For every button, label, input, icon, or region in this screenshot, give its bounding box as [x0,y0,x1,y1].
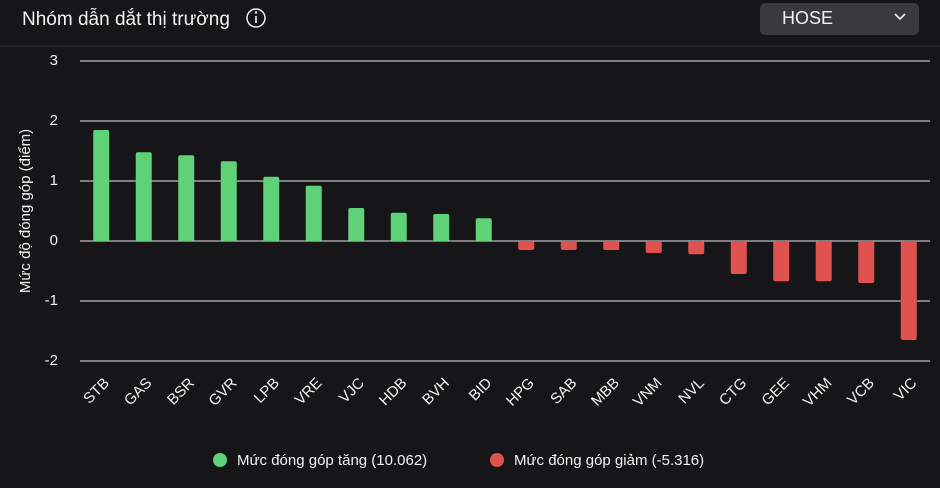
bar [645,241,662,253]
y-tick-label: 2 [50,112,58,129]
bar [93,130,110,241]
bar [263,176,280,241]
y-tick-label: -2 [45,352,58,369]
bar [390,212,407,241]
y-axis-label: Mức độ đóng góp (điểm) [17,129,34,293]
exchange-dropdown[interactable]: HOSE [760,3,919,35]
bar [475,218,492,241]
bar [178,155,195,241]
y-tick-label: 0 [50,232,58,249]
bar [815,241,832,282]
bar [348,208,365,241]
legend-marker [490,453,504,467]
bar [773,241,790,282]
info-icon[interactable] [246,8,266,28]
bar [900,241,917,340]
bar [433,214,450,241]
bar [688,241,705,255]
bar [858,241,875,283]
bar [135,152,152,241]
bar [220,161,237,241]
legend-marker [213,453,227,467]
legend-label: Mức đóng góp tăng (10.062) [237,452,427,469]
legend-label: Mức đóng góp giảm (-5.316) [514,452,704,469]
bar [730,241,747,274]
panel-title: Nhóm dẫn dắt thị trường [22,8,230,30]
dropdown-box[interactable] [760,3,919,35]
bar [518,241,535,250]
y-tick-label: 3 [50,52,58,69]
dropdown-value[interactable]: HOSE [782,8,833,28]
info-circle[interactable] [246,8,266,28]
bar [603,241,620,250]
info-dot[interactable] [254,11,258,14]
y-tick-label: -1 [45,292,58,309]
bar [305,185,322,241]
dropdown-chevron[interactable] [894,13,906,21]
y-tick-label: 1 [50,172,58,189]
bar [560,241,577,250]
